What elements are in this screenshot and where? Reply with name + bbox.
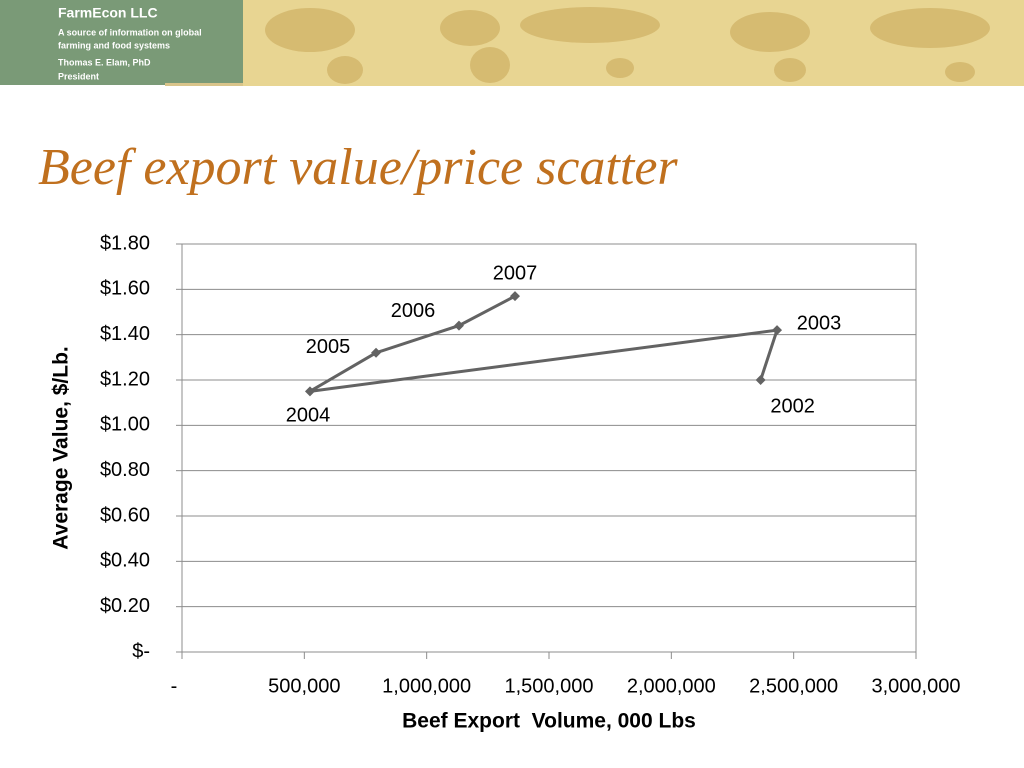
y-tick-label: $1.00 xyxy=(100,414,150,436)
plot-frame xyxy=(181,243,917,653)
y-tick-label: $0.40 xyxy=(100,550,150,572)
connecting-line xyxy=(309,294,780,393)
y-tick-label: $0.60 xyxy=(100,504,150,526)
y-tick-label: $- xyxy=(132,640,150,662)
logo-box xyxy=(0,0,243,85)
x-tick-label: 3,000,000 xyxy=(872,675,961,697)
y-tick-label: $1.80 xyxy=(100,232,150,254)
tagline: A source of information on global xyxy=(58,27,202,37)
point-label: 2006 xyxy=(391,300,436,322)
x-tick-label: 1,000,000 xyxy=(382,675,471,697)
y-tick-label: $0.20 xyxy=(100,595,150,617)
role: President xyxy=(58,71,99,81)
chart-title: Beef export value/price scatter xyxy=(38,139,678,196)
x-tick-label: 2,500,000 xyxy=(749,675,838,697)
x-tick-label: 2,000,000 xyxy=(627,675,716,697)
point xyxy=(755,375,766,385)
author: Thomas E. Elam, PhD xyxy=(58,57,151,67)
point xyxy=(371,347,382,358)
y-tick-label: $1.40 xyxy=(100,323,150,345)
point-label: 2004 xyxy=(286,405,331,427)
point xyxy=(453,320,464,331)
company: FarmEcon LLC xyxy=(58,5,158,21)
point xyxy=(304,386,315,397)
point-label: 2007 xyxy=(493,262,538,284)
x-tick-label: - xyxy=(171,675,178,697)
y-tick-label: $0.80 xyxy=(100,459,150,481)
y-tick-label: $1.60 xyxy=(100,278,150,300)
y-axis-label: Average Value, $/Lb. xyxy=(50,346,73,549)
y-tick-label: $1.20 xyxy=(100,368,150,390)
logo-underline xyxy=(165,83,243,86)
point-label: 2003 xyxy=(797,312,842,334)
point-label: 2005 xyxy=(306,336,351,358)
x-axis-label: Beef Export Volume, 000 Lbs xyxy=(402,710,696,733)
map-continents xyxy=(265,7,990,84)
point-label: 2002 xyxy=(770,395,815,417)
x-tick-label: 1,500,000 xyxy=(505,675,594,697)
x-tick-label: 500,000 xyxy=(268,675,340,697)
point xyxy=(509,291,520,302)
point xyxy=(772,325,783,336)
tagline: farming and food systems xyxy=(58,40,170,50)
